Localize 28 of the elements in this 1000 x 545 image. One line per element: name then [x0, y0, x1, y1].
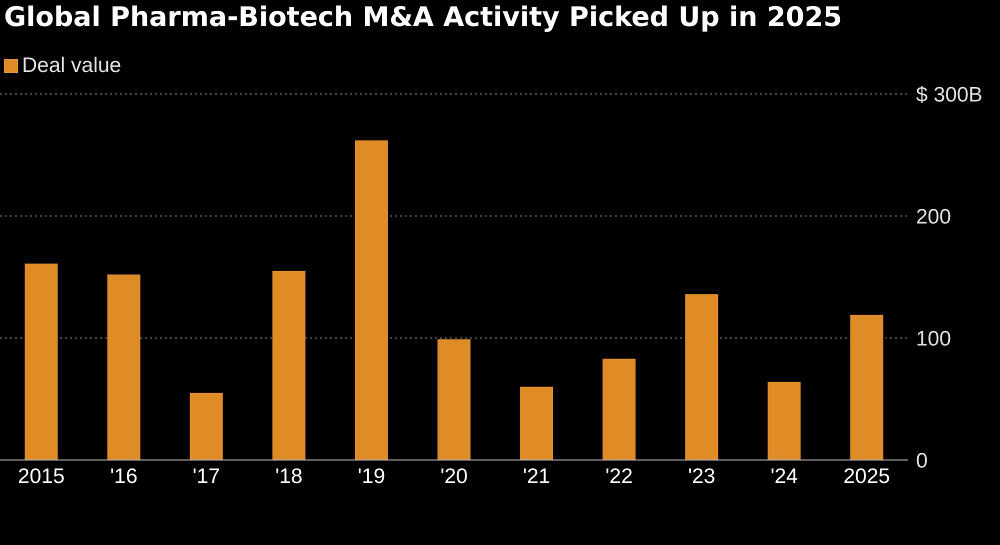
bar [602, 358, 636, 460]
x-tick-label: 2015 [18, 464, 65, 488]
x-tick-label: '19 [358, 464, 386, 488]
y-tick-label: 200 [916, 205, 952, 228]
bar [354, 140, 388, 460]
bar [850, 314, 884, 460]
x-tick-label: '20 [440, 464, 468, 488]
x-tick-label: 2025 [843, 464, 890, 488]
bar [24, 264, 58, 460]
bar [520, 386, 554, 460]
x-tick-label: '16 [110, 464, 138, 488]
bar [437, 339, 470, 460]
x-tick-label: '22 [605, 464, 633, 488]
bar [272, 270, 306, 460]
x-tick-label: '24 [770, 464, 798, 488]
bar [107, 274, 140, 460]
y-tick-label: $ 300B [916, 83, 983, 106]
bar [768, 382, 801, 460]
chart-title: Global Pharma-Biotech M&A Activity Picked Up in 2025 [4, 2, 842, 33]
bar [685, 294, 718, 460]
x-tick-label: '17 [192, 464, 220, 488]
y-tick-label: 100 [916, 327, 952, 350]
x-tick-label: '23 [688, 464, 716, 488]
bar [190, 392, 223, 460]
y-tick-label: 0 [916, 449, 928, 472]
x-tick-label: '18 [275, 464, 303, 488]
legend-label: Deal value [22, 54, 122, 77]
x-tick-label: '21 [522, 464, 550, 488]
